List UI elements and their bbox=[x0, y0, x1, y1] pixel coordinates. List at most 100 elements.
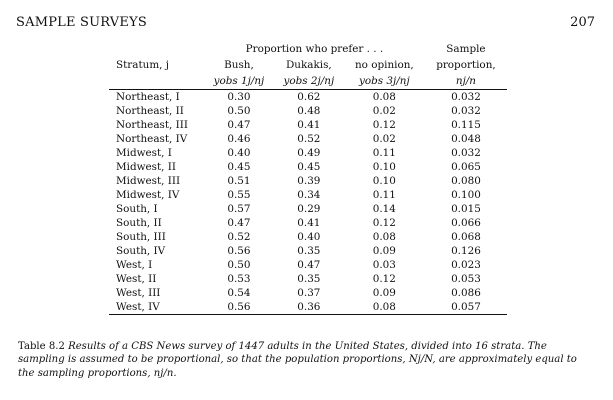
table-header-row-subscripts: yobs 1j/nj yobs 2j/nj yobs 3j/nj nj/n bbox=[109, 73, 507, 90]
stratum-cell: Northeast, I bbox=[116, 90, 180, 103]
bush-cell: 0.47 bbox=[227, 216, 251, 229]
no-opinion-cell: 0.09 bbox=[372, 244, 396, 257]
table-row: West, III 0.54 0.37 0.09 0.086 bbox=[109, 286, 507, 300]
stratum-cell: South, II bbox=[116, 216, 162, 229]
sample-proportion-cell: 0.066 bbox=[451, 216, 481, 229]
table-row: South, IV 0.56 0.35 0.09 0.126 bbox=[109, 244, 507, 258]
dukakis-cell: 0.37 bbox=[297, 286, 321, 299]
table-caption: Table 8.2 Results of a CBS News survey o… bbox=[18, 340, 593, 380]
table-row: Northeast, I 0.30 0.62 0.08 0.032 bbox=[109, 90, 507, 105]
no-opinion-cell: 0.08 bbox=[343, 300, 425, 315]
bush-header: Bush, bbox=[224, 58, 254, 71]
stratum-cell: Northeast, IV bbox=[116, 132, 188, 145]
stratum-cell: West, III bbox=[116, 286, 161, 299]
table-row: South, I 0.57 0.29 0.14 0.015 bbox=[109, 202, 507, 216]
table-row: West, IV 0.56 0.36 0.08 0.057 bbox=[109, 300, 507, 315]
no-opinion-cell: 0.09 bbox=[372, 286, 396, 299]
sample-proportion-cell: 0.032 bbox=[451, 104, 481, 117]
dukakis-header: Dukakis, bbox=[285, 58, 332, 71]
survey-table-wrapper: Proportion who prefer . . . Sample Strat… bbox=[109, 41, 507, 315]
bush-cell: 0.56 bbox=[227, 244, 251, 257]
table-row: Midwest, II 0.45 0.45 0.10 0.065 bbox=[109, 160, 507, 174]
bush-cell: 0.55 bbox=[227, 188, 251, 201]
dukakis-cell: 0.49 bbox=[297, 146, 321, 159]
bush-cell: 0.45 bbox=[227, 160, 251, 173]
sample-proportion-cell: 0.057 bbox=[424, 300, 507, 315]
no-opinion-cell: 0.14 bbox=[372, 202, 396, 215]
stratum-cell: Northeast, III bbox=[116, 118, 188, 131]
no-opinion-cell: 0.11 bbox=[372, 188, 396, 201]
table-header-row-labels: Stratum, j Bush, Dukakis, no opinion, pr… bbox=[109, 57, 507, 73]
stratum-cell: Midwest, II bbox=[116, 160, 176, 173]
sample-subscript-header: nj/n bbox=[424, 73, 507, 90]
stratum-cell: Midwest, I bbox=[116, 146, 172, 159]
dukakis-cell: 0.41 bbox=[297, 216, 321, 229]
dukakis-cell: 0.34 bbox=[297, 188, 321, 201]
sample-proportion-cell: 0.015 bbox=[451, 202, 481, 215]
bush-cell: 0.46 bbox=[227, 132, 251, 145]
table-label: Table 8.2 bbox=[18, 341, 65, 352]
dukakis-cell: 0.39 bbox=[297, 174, 321, 187]
sample-proportion-cell: 0.032 bbox=[451, 90, 481, 103]
proportion-group-header: Proportion who prefer . . . bbox=[245, 42, 384, 55]
stratum-cell: South, IV bbox=[116, 244, 166, 257]
no-opinion-cell: 0.12 bbox=[372, 272, 396, 285]
no-opinion-header: no opinion, bbox=[354, 58, 414, 71]
dukakis-cell: 0.29 bbox=[297, 202, 321, 215]
dukakis-cell: 0.62 bbox=[297, 90, 321, 103]
no-opinion-cell: 0.08 bbox=[372, 230, 396, 243]
table-row: West, I 0.50 0.47 0.03 0.023 bbox=[109, 258, 507, 272]
sample-proportion-cell: 0.100 bbox=[451, 188, 481, 201]
dukakis-cell: 0.35 bbox=[297, 272, 321, 285]
sample-proportion-cell: 0.086 bbox=[451, 286, 481, 299]
table-row: Northeast, II 0.50 0.48 0.02 0.032 bbox=[109, 104, 507, 118]
running-head: SAMPLE SURVEYS bbox=[16, 15, 147, 30]
survey-table: Proportion who prefer . . . Sample Strat… bbox=[109, 41, 507, 315]
dukakis-cell: 0.45 bbox=[297, 160, 321, 173]
bush-cell: 0.56 bbox=[204, 300, 274, 315]
sample-proportion-cell: 0.080 bbox=[451, 174, 481, 187]
no-opinion-cell: 0.12 bbox=[372, 118, 396, 131]
sample-proportion-cell: 0.023 bbox=[451, 258, 481, 271]
table-header-empty bbox=[109, 41, 204, 57]
bush-cell: 0.30 bbox=[227, 90, 251, 103]
no-opinion-cell: 0.10 bbox=[372, 160, 396, 173]
stratum-cell: Northeast, II bbox=[116, 104, 184, 117]
sample-proportion-cell: 0.126 bbox=[451, 244, 481, 257]
table-row: Midwest, I 0.40 0.49 0.11 0.032 bbox=[109, 146, 507, 160]
bush-cell: 0.51 bbox=[227, 174, 251, 187]
no-opinion-cell: 0.02 bbox=[372, 132, 396, 145]
bush-subscript-header: yobs 1j/nj bbox=[204, 73, 274, 90]
no-opinion-cell: 0.10 bbox=[372, 174, 396, 187]
bush-cell: 0.50 bbox=[227, 258, 251, 271]
sample-proportion-cell: 0.048 bbox=[451, 132, 481, 145]
bush-cell: 0.53 bbox=[227, 272, 251, 285]
table-row: West, II 0.53 0.35 0.12 0.053 bbox=[109, 272, 507, 286]
stratum-cell: South, III bbox=[116, 230, 166, 243]
no-opinion-cell: 0.11 bbox=[372, 146, 396, 159]
bush-cell: 0.40 bbox=[227, 146, 251, 159]
table-row: Midwest, IV 0.55 0.34 0.11 0.100 bbox=[109, 188, 507, 202]
dukakis-cell: 0.36 bbox=[273, 300, 344, 315]
table-row: Northeast, IV 0.46 0.52 0.02 0.048 bbox=[109, 132, 507, 146]
table-header-row-group: Proportion who prefer . . . Sample bbox=[109, 41, 507, 57]
no-opinion-cell: 0.03 bbox=[372, 258, 396, 271]
bush-cell: 0.57 bbox=[227, 202, 251, 215]
table-row: Northeast, III 0.47 0.41 0.12 0.115 bbox=[109, 118, 507, 132]
bush-cell: 0.52 bbox=[227, 230, 251, 243]
dukakis-cell: 0.48 bbox=[297, 104, 321, 117]
sample-proportion-cell: 0.115 bbox=[451, 118, 481, 131]
table-header-empty-2 bbox=[109, 73, 204, 90]
table-row: Midwest, III 0.51 0.39 0.10 0.080 bbox=[109, 174, 507, 188]
stratum-cell: West, IV bbox=[109, 300, 204, 315]
dukakis-cell: 0.52 bbox=[297, 132, 321, 145]
page-number: 207 bbox=[570, 15, 595, 30]
no-opinion-cell: 0.02 bbox=[372, 104, 396, 117]
stratum-header: Stratum, j bbox=[116, 58, 170, 71]
bush-cell: 0.50 bbox=[227, 104, 251, 117]
sample-proportion-cell: 0.053 bbox=[451, 272, 481, 285]
dukakis-cell: 0.47 bbox=[297, 258, 321, 271]
table-row: South, III 0.52 0.40 0.08 0.068 bbox=[109, 230, 507, 244]
dukakis-cell: 0.35 bbox=[297, 244, 321, 257]
